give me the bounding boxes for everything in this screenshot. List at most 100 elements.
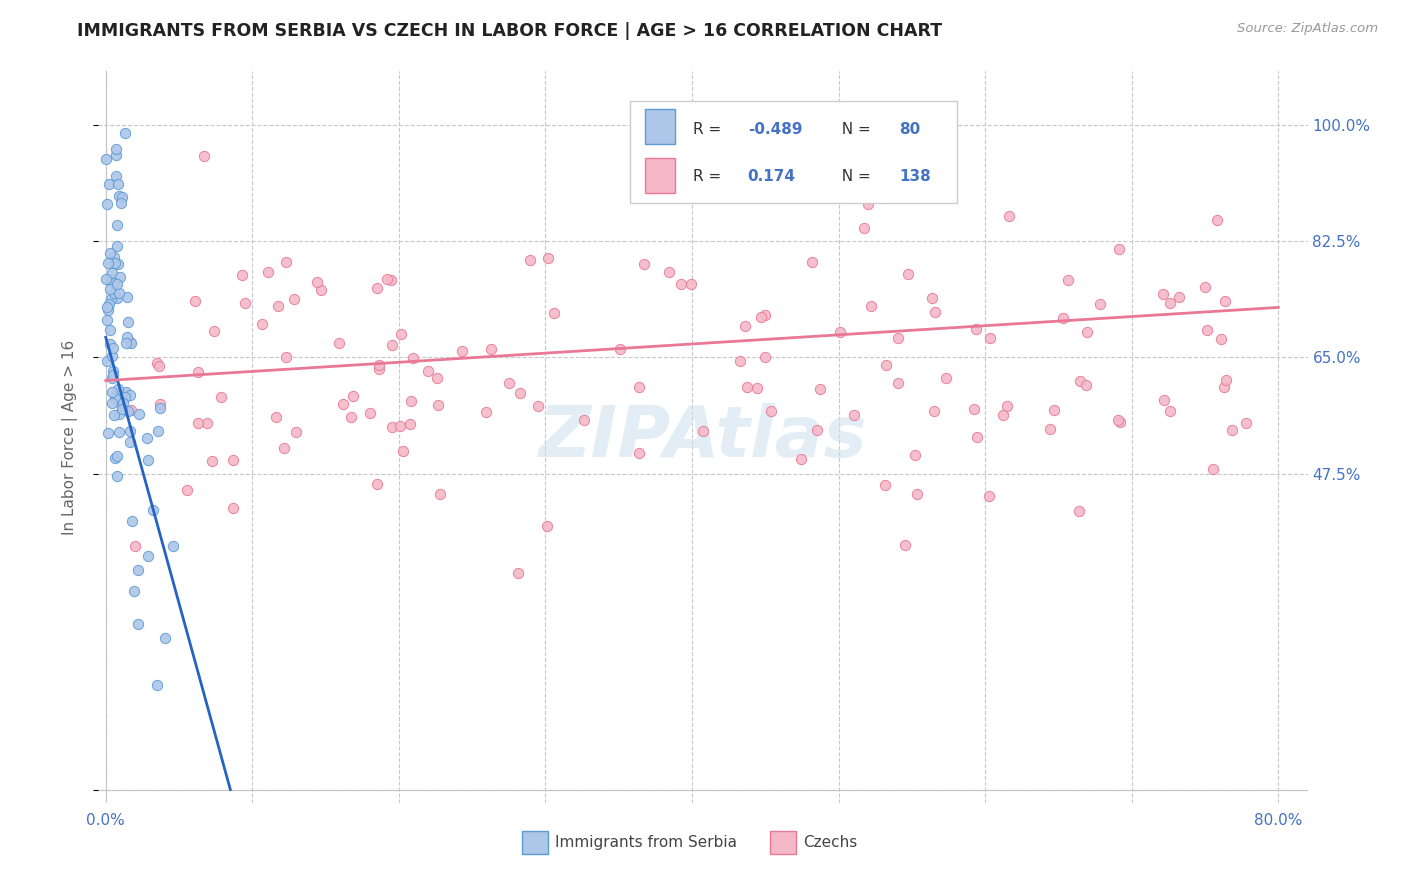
Point	[536, 518, 558, 533]
Point	[107, 257, 129, 271]
Point	[101, 396, 124, 410]
Point	[267, 299, 290, 313]
Text: Czechs: Czechs	[803, 835, 858, 850]
FancyBboxPatch shape	[630, 101, 957, 203]
Point	[98, 246, 121, 260]
Point	[806, 423, 828, 437]
Point	[963, 402, 986, 417]
Point	[426, 371, 449, 385]
Point	[162, 540, 184, 554]
Point	[117, 290, 139, 304]
Point	[808, 382, 831, 396]
Point	[149, 401, 172, 415]
Point	[107, 382, 129, 396]
Point	[734, 319, 756, 334]
Bar	[645, 109, 675, 144]
Point	[105, 469, 128, 483]
Point	[1211, 332, 1233, 346]
Point	[107, 407, 129, 421]
Point	[108, 286, 131, 301]
Point	[979, 489, 1001, 503]
Point	[1109, 415, 1132, 429]
Point	[359, 406, 381, 420]
Text: 80: 80	[898, 122, 920, 136]
Point	[105, 238, 128, 252]
Point	[679, 277, 702, 291]
Point	[389, 326, 412, 341]
Point	[101, 385, 124, 400]
Point	[256, 265, 278, 279]
Point	[105, 292, 128, 306]
Text: IMMIGRANTS FROM SERBIA VS CZECH IN LABOR FORCE | AGE > 16 CORRELATION CHART: IMMIGRANTS FROM SERBIA VS CZECH IN LABOR…	[77, 22, 942, 40]
Point	[388, 419, 411, 434]
Point	[830, 325, 852, 339]
Point	[103, 277, 125, 291]
Point	[120, 388, 142, 402]
Point	[100, 266, 122, 280]
Point	[124, 539, 146, 553]
Point	[399, 393, 422, 408]
Point	[115, 335, 138, 350]
Point	[692, 425, 714, 439]
Point	[104, 256, 127, 270]
Point	[609, 342, 631, 356]
Point	[136, 549, 159, 563]
Point	[498, 376, 520, 390]
Point	[627, 446, 650, 460]
Point	[148, 424, 170, 438]
Point	[94, 272, 117, 286]
Point	[222, 500, 245, 515]
Point	[481, 342, 503, 356]
Point	[121, 514, 143, 528]
Point	[842, 409, 865, 423]
Point	[1108, 243, 1130, 257]
Point	[893, 538, 915, 552]
Point	[96, 353, 118, 368]
Point	[107, 425, 129, 440]
Point	[402, 351, 425, 365]
Point	[368, 362, 391, 376]
Point	[266, 410, 288, 425]
Point	[103, 286, 125, 301]
Point	[127, 563, 149, 577]
Point	[377, 272, 399, 286]
Point	[627, 379, 650, 393]
Point	[1213, 293, 1236, 308]
Point	[429, 486, 451, 500]
Point	[418, 364, 440, 378]
Point	[149, 397, 172, 411]
Point	[146, 678, 169, 692]
Point	[96, 152, 118, 166]
Point	[506, 566, 529, 580]
Point	[184, 293, 207, 308]
Point	[509, 386, 531, 401]
Point	[450, 344, 472, 359]
Point	[342, 389, 364, 403]
Point	[979, 331, 1001, 345]
Point	[101, 349, 124, 363]
Point	[998, 209, 1021, 223]
Point	[543, 306, 565, 320]
Point	[283, 292, 305, 306]
Point	[108, 189, 131, 203]
Point	[1202, 462, 1225, 476]
Point	[328, 336, 350, 351]
Point	[195, 416, 218, 430]
Point	[121, 336, 143, 351]
Point	[104, 451, 127, 466]
Point	[96, 300, 118, 314]
Point	[366, 281, 388, 295]
Text: 138: 138	[898, 169, 931, 184]
Point	[96, 197, 118, 211]
Point	[136, 431, 159, 445]
Point	[305, 275, 328, 289]
Point	[100, 282, 122, 296]
Point	[859, 300, 882, 314]
Point	[671, 277, 693, 291]
Point	[1152, 286, 1174, 301]
Point	[1160, 404, 1182, 418]
Point	[284, 425, 307, 439]
Point	[965, 322, 987, 336]
Point	[120, 402, 142, 417]
Point	[745, 381, 768, 395]
